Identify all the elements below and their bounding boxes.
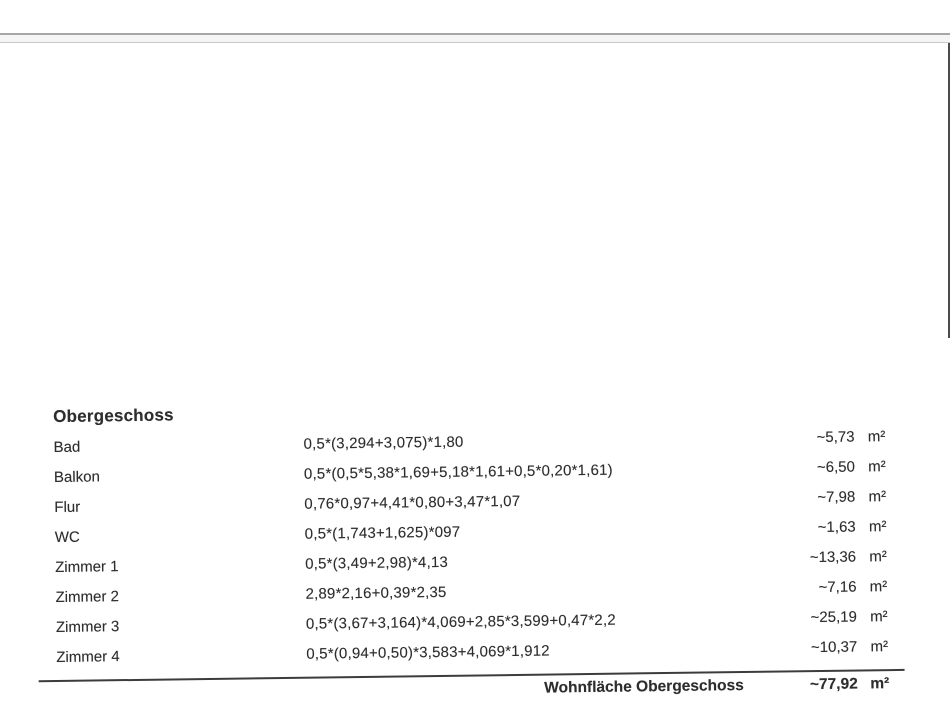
room-label: Zimmer 2 bbox=[55, 588, 120, 606]
area-value: ~7,98 bbox=[817, 488, 856, 507]
scanned-sheet: Obergeschoss Bad 0,5*(3,294+3,075)*1,80 … bbox=[38, 394, 905, 705]
room-label: WC bbox=[54, 528, 80, 547]
area-table: Bad 0,5*(3,294+3,075)*1,80 ~5,73 m² Balk… bbox=[53, 427, 901, 678]
page-edge-line bbox=[948, 43, 950, 338]
area-unit: m² bbox=[870, 608, 888, 626]
area-value: ~7,16 bbox=[818, 578, 857, 597]
room-label: Balkon bbox=[53, 468, 100, 487]
area-value: ~13,36 bbox=[809, 548, 857, 567]
area-unit: m² bbox=[869, 548, 887, 566]
room-label: Bad bbox=[53, 438, 81, 457]
area-value: ~1,63 bbox=[817, 518, 856, 537]
room-label: Zimmer 1 bbox=[55, 558, 119, 576]
area-unit: m² bbox=[870, 638, 889, 656]
area-value: ~5,73 bbox=[816, 428, 855, 447]
area-unit: m² bbox=[869, 578, 888, 596]
room-label: Zimmer 3 bbox=[55, 618, 120, 636]
total-unit: m² bbox=[870, 675, 890, 693]
total-value: ~77,92 bbox=[809, 675, 858, 694]
horizontal-divider bbox=[0, 33, 950, 43]
area-unit: m² bbox=[868, 518, 887, 536]
area-unit: m² bbox=[868, 458, 886, 476]
area-unit: m² bbox=[868, 488, 887, 506]
area-unit: m² bbox=[867, 428, 886, 446]
room-label: Flur bbox=[54, 498, 81, 517]
area-value: ~6,50 bbox=[816, 458, 856, 477]
room-label: Zimmer 4 bbox=[56, 648, 120, 666]
area-value: ~10,37 bbox=[810, 638, 858, 657]
area-value: ~25,19 bbox=[810, 608, 857, 627]
